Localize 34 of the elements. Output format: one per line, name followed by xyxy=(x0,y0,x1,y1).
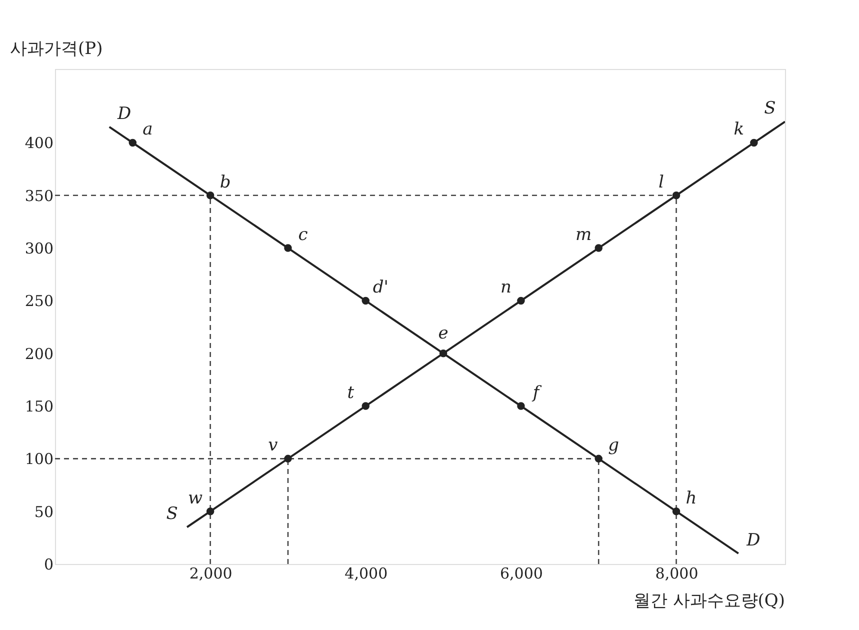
y-tick-label: 250 xyxy=(24,292,54,310)
annotation: c xyxy=(298,225,308,246)
x-tick-label: 6,000 xyxy=(500,564,543,582)
annotation: w xyxy=(188,488,204,508)
annotation: D xyxy=(116,104,132,124)
y-tick-label: 0 xyxy=(44,556,54,574)
annotation: a xyxy=(142,120,153,140)
y-tick-label: 50 xyxy=(34,502,54,521)
annotation: m xyxy=(576,225,592,246)
annotation: S xyxy=(764,98,776,119)
annotation: n xyxy=(500,278,512,298)
annotation: g xyxy=(608,436,620,456)
annotation: d' xyxy=(372,278,388,298)
annotation: l xyxy=(658,172,664,192)
y-tick-label: 350 xyxy=(24,186,54,205)
annotation: D xyxy=(746,530,761,550)
y-tick-label: 300 xyxy=(24,240,54,258)
annotation: e xyxy=(438,323,448,344)
annotation: v xyxy=(268,436,278,456)
x-tick-label: 4,000 xyxy=(344,564,388,582)
y-axis-title: 사과가격(P) xyxy=(10,39,103,59)
annotation: k xyxy=(734,120,744,140)
y-tick-label: 400 xyxy=(24,134,54,152)
annotation: f xyxy=(530,383,542,404)
y-tick-label: 100 xyxy=(24,450,54,468)
annotation: h xyxy=(686,488,697,508)
annotation: S xyxy=(166,504,178,524)
x-tick-label: 8,000 xyxy=(655,564,698,582)
x-axis-title: 월간 사과수요량(Q) xyxy=(633,591,785,611)
annotation: t xyxy=(347,383,354,404)
y-tick-label: 150 xyxy=(24,398,54,416)
x-tick-label: 2,000 xyxy=(189,564,232,582)
y-tick-label: 200 xyxy=(24,344,54,363)
annotation: b xyxy=(220,172,231,192)
